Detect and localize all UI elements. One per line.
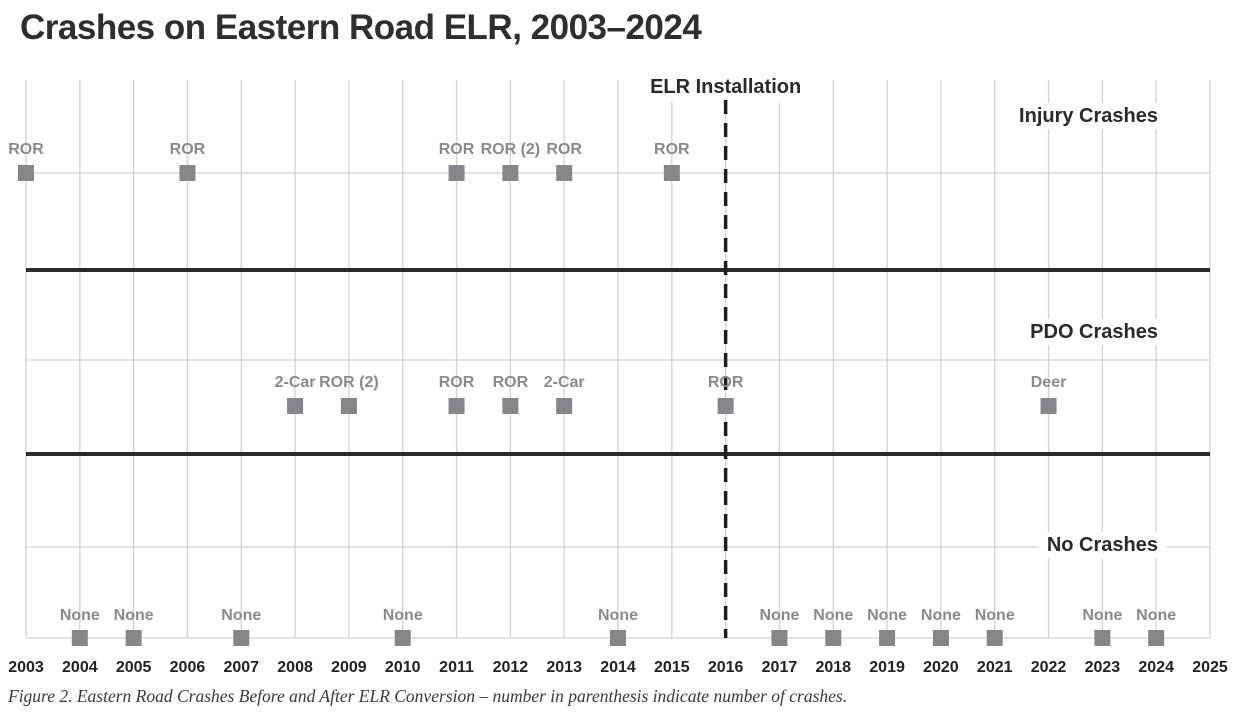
band-dividers: [26, 268, 1210, 456]
x-tick-label: 2022: [1031, 659, 1067, 676]
data-point-marker: [502, 165, 519, 181]
data-label: ROR (2): [319, 374, 379, 391]
data-point-marker: [556, 165, 573, 181]
band-label-background: [1011, 103, 1166, 129]
x-tick-label: 2005: [116, 659, 152, 676]
crash-timeline-chart: ELR Installation Injury Crashes PDO Crash…: [8, 72, 1228, 676]
x-tick-label: 2014: [600, 659, 636, 676]
x-tick-label: 2015: [654, 659, 690, 676]
data-point-marker: [448, 165, 465, 181]
elr-installation-label: ELR Installation: [650, 76, 801, 98]
data-label: ROR: [439, 141, 475, 158]
data-point-marker: [71, 630, 88, 646]
data-label: ROR (2): [481, 141, 541, 158]
data-label: ROR: [654, 141, 690, 158]
x-tick-label: 2017: [762, 659, 798, 676]
band-label: Injury Crashes: [1019, 105, 1158, 127]
data-point-marker: [125, 630, 142, 646]
data-label: None: [813, 607, 853, 624]
data-label: 2-Car: [544, 374, 585, 391]
data-point-marker: [18, 165, 34, 181]
data-point-marker: [448, 398, 465, 414]
data-label: None: [1136, 607, 1176, 624]
data-point-marker: [1094, 630, 1111, 646]
data-point-marker: [771, 630, 788, 646]
x-tick-label: 2009: [331, 659, 367, 676]
x-tick-label: 2016: [708, 659, 744, 676]
data-label: None: [114, 607, 154, 624]
x-tick-label: 2003: [8, 659, 44, 676]
x-tick-label: 2023: [1085, 659, 1121, 676]
data-label: None: [383, 607, 423, 624]
data-label: None: [867, 607, 907, 624]
data-label: Deer: [1031, 374, 1067, 391]
data-point-marker: [394, 630, 411, 646]
data-point-marker: [986, 630, 1003, 646]
data-point-marker: [502, 398, 519, 414]
data-label: ROR: [493, 374, 529, 391]
data-point-marker: [825, 630, 842, 646]
data-point-marker: [610, 630, 626, 646]
x-tick-label: 2004: [62, 659, 98, 676]
x-tick-label: 2021: [977, 659, 1013, 676]
data-label: None: [60, 607, 100, 624]
data-point-marker: [932, 630, 949, 646]
data-label: None: [1082, 607, 1122, 624]
event-label-background: [644, 72, 808, 102]
data-label: ROR: [170, 141, 206, 158]
band-label-group: No Crashes: [1038, 532, 1166, 558]
data-point-marker: [717, 398, 734, 414]
data-point-marker: [663, 165, 680, 181]
band-label-group: Injury Crashes: [1011, 103, 1166, 129]
data-point-marker: [556, 398, 573, 414]
data-label: None: [921, 607, 961, 624]
x-tick-label: 2024: [1138, 659, 1174, 676]
data-label: None: [975, 607, 1015, 624]
x-tick-label: 2025: [1192, 659, 1228, 676]
band-label-background: [1022, 319, 1166, 345]
data-label: ROR: [708, 374, 744, 391]
x-tick-label: 2010: [385, 659, 421, 676]
data-label: ROR: [439, 374, 475, 391]
data-label: None: [759, 607, 799, 624]
data-label: ROR: [8, 141, 44, 158]
chart-title: Crashes on Eastern Road ELR, 2003–2024: [20, 8, 702, 47]
data-point-marker: [287, 398, 304, 414]
x-tick-label: 2011: [439, 659, 474, 676]
event-layer: ELR Installation: [644, 72, 808, 638]
data-label: None: [221, 607, 261, 624]
data-label: 2-Car: [275, 374, 316, 391]
band-label-background: [1038, 532, 1166, 558]
data-point-marker: [179, 165, 196, 181]
x-tick-label: 2013: [546, 659, 582, 676]
x-tick-label: 2020: [923, 659, 959, 676]
band-label: PDO Crashes: [1030, 321, 1158, 343]
band-label-group: PDO Crashes: [1022, 319, 1166, 345]
grid-layer: [25, 80, 1211, 639]
x-tick-label: 2006: [170, 659, 206, 676]
band-labels: Injury Crashes PDO Crashes No Crashes: [1011, 103, 1166, 558]
data-point-marker: [340, 398, 357, 414]
figure-caption: Figure 2. Eastern Road Crashes Before an…: [8, 686, 848, 706]
x-tick-label: 2008: [277, 659, 313, 676]
data-label: ROR: [546, 141, 582, 158]
x-tick-label: 2012: [493, 659, 529, 676]
x-axis-ticks: 2003 2004 2005 2006 2007 2008 2009 2010 2011 2012…: [8, 659, 1228, 676]
data-point-marker: [233, 630, 250, 646]
data-point-marker: [1040, 398, 1057, 414]
x-tick-label: 2007: [223, 659, 259, 676]
band-label: No Crashes: [1047, 534, 1158, 556]
data-label: None: [598, 607, 638, 624]
data-point-marker: [879, 630, 896, 646]
x-tick-label: 2019: [869, 659, 905, 676]
data-point-marker: [1148, 630, 1165, 646]
x-tick-label: 2018: [815, 659, 851, 676]
